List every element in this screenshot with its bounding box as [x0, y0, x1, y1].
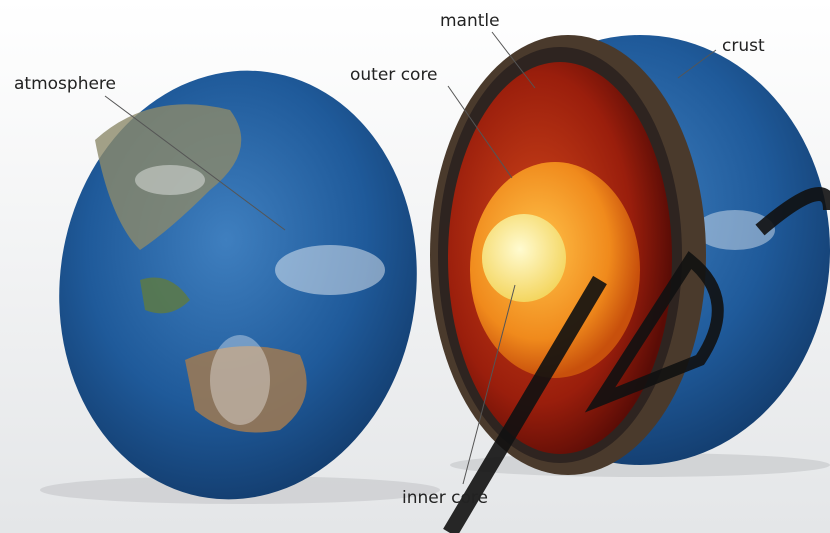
- label-atmosphere: atmosphere: [14, 74, 116, 94]
- watermark: [443, 187, 830, 533]
- cloud: [695, 210, 775, 250]
- inner-core-layer: [482, 214, 566, 302]
- left-globe: [59, 70, 417, 500]
- continent: [185, 346, 307, 433]
- continent: [95, 104, 242, 251]
- leader-line: [447, 85, 513, 179]
- watermark-stroke: [584, 251, 724, 413]
- cloud: [210, 335, 270, 425]
- watermark-stroke: [443, 275, 607, 533]
- label-inner-core: inner core: [402, 488, 488, 508]
- cloud: [275, 245, 385, 295]
- cloud: [135, 165, 205, 195]
- leader-line: [677, 49, 717, 79]
- leader-line: [462, 284, 516, 485]
- leader-line: [491, 31, 536, 89]
- label-outer-core: outer core: [350, 65, 438, 85]
- watermark-stroke: [755, 187, 830, 236]
- label-crust: crust: [722, 36, 765, 56]
- island: [140, 277, 190, 314]
- label-mantle: mantle: [440, 11, 500, 31]
- leader-line: [104, 95, 286, 231]
